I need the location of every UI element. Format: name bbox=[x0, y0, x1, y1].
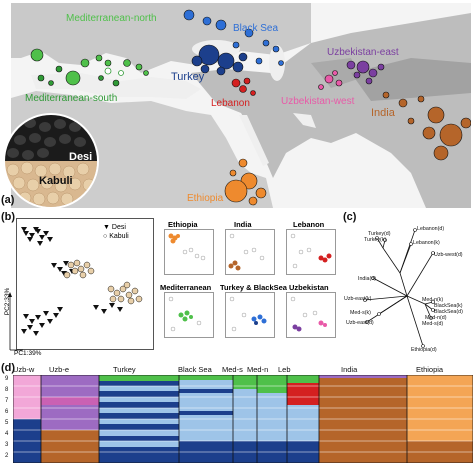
admix-group-label: Med-s bbox=[222, 365, 243, 374]
tree-label: Med-n(d) bbox=[425, 315, 447, 321]
mini-title-india: India bbox=[234, 220, 252, 229]
mini-plot-ethiopia bbox=[164, 229, 214, 275]
desi-points bbox=[21, 227, 123, 336]
panel-letter-b: (b) bbox=[1, 211, 16, 223]
admix-ytick: 8 bbox=[5, 387, 9, 393]
mini-plot-lebanon bbox=[286, 229, 336, 275]
label-med-north: Mediterranean-north bbox=[66, 13, 157, 24]
tree-label: BlackSea(k) bbox=[434, 303, 463, 309]
tree-label: India(d) bbox=[358, 276, 376, 282]
legend-kabuli: ○ Kabuli bbox=[103, 232, 129, 241]
mini-title-mediterranean: Mediterranean bbox=[160, 283, 212, 292]
admix-ytick: 4 bbox=[5, 431, 9, 437]
label-uzbek-east: Uzbekistan-east bbox=[327, 47, 399, 58]
admix-group-label: Med-n bbox=[247, 365, 269, 374]
pca-scatter bbox=[21, 227, 143, 336]
tree-label: Uzb-east(d) bbox=[346, 320, 374, 326]
uzbek-west-markers bbox=[318, 70, 343, 90]
legend-desi-label: Desi bbox=[111, 224, 126, 231]
panel-letter-d: (d) bbox=[1, 362, 16, 374]
mini-plot-turkey-blacksea bbox=[225, 292, 275, 338]
admix-group-label: Uzb-w bbox=[13, 365, 35, 374]
label-black-sea: Black Sea bbox=[233, 23, 279, 34]
mini-title-lebanon: Lebanon bbox=[293, 220, 325, 229]
admix-ytick: 9 bbox=[5, 376, 9, 382]
lebanon-markers bbox=[231, 77, 256, 96]
ethiopia-markers bbox=[224, 158, 267, 206]
admix-ytick: 6 bbox=[5, 409, 9, 415]
pca-main-plot: ▼ Desi ○ Kabuli bbox=[16, 218, 154, 350]
tree-label: Lebanon(k) bbox=[413, 240, 440, 246]
label-med-south: Mediterranean-south bbox=[25, 93, 118, 104]
sample-markers bbox=[30, 9, 471, 206]
mini-plot-uzbekistan bbox=[286, 292, 336, 338]
admix-group-label: Black Sea bbox=[178, 365, 212, 374]
label-lebanon: Lebanon bbox=[211, 98, 250, 109]
mini-title-turkey-blacksea: Turkey & BlackSea bbox=[220, 283, 287, 292]
mini-plot-india bbox=[225, 229, 275, 275]
tree-label: Ethiopia(d) bbox=[411, 347, 437, 353]
triangle-icon: ▼ bbox=[103, 224, 110, 231]
turkey-markers bbox=[191, 44, 248, 76]
panel-letter-c: (c) bbox=[343, 211, 357, 223]
india-markers bbox=[382, 91, 471, 161]
admix-ytick: 2 bbox=[5, 453, 9, 459]
label-uzbek-west: Uzbekistan-west bbox=[281, 96, 355, 107]
tree-label: BlackSea(d) bbox=[434, 309, 463, 315]
caspian-sea-water bbox=[269, 45, 285, 81]
chickpea-seed-inset: Desi Kabuli bbox=[3, 113, 99, 209]
tree-label: Uzb-east(k) bbox=[344, 296, 372, 302]
med-south-markers bbox=[37, 65, 120, 87]
admix-group-label: Ethiopia bbox=[416, 365, 444, 374]
mini-plot-mediterranean bbox=[164, 292, 214, 338]
admix-group-label: Leb bbox=[278, 365, 291, 374]
tree-label: Med-s(d) bbox=[422, 321, 444, 327]
black-sea-markers bbox=[183, 9, 284, 66]
admix-group-label: Turkey bbox=[113, 365, 136, 374]
tree-label: Med-n(k) bbox=[422, 297, 444, 303]
panel-letter-a: (a) bbox=[1, 194, 15, 206]
desi-label: Desi bbox=[69, 151, 93, 163]
med-hollow-markers bbox=[104, 67, 124, 76]
admix-ytick: 3 bbox=[5, 442, 9, 448]
uzbek-east-markers bbox=[346, 60, 385, 85]
legend-kabuli-label: Kabuli bbox=[109, 233, 129, 240]
tree-label: Uzb-west(d) bbox=[434, 252, 463, 258]
kabuli-points bbox=[63, 259, 143, 305]
red-sea-water bbox=[239, 115, 269, 166]
tree-label: Turkey(k) bbox=[364, 237, 387, 243]
mini-title-ethiopia: Ethiopia bbox=[168, 220, 198, 229]
tree-label: Med-s(k) bbox=[350, 310, 371, 316]
phylogenetic-tree bbox=[363, 228, 435, 348]
panel-a-map: Mediterranean-north Black Sea Uzbekistan… bbox=[3, 3, 471, 209]
admix-ytick: 7 bbox=[5, 398, 9, 404]
persian-gulf-water bbox=[293, 113, 316, 128]
kabuli-label: Kabuli bbox=[39, 175, 73, 187]
label-india: India bbox=[371, 107, 395, 119]
pca-xlabel: PC1:39% bbox=[14, 350, 42, 357]
admixture-plot bbox=[13, 375, 473, 463]
circle-icon: ○ bbox=[103, 233, 108, 240]
admix-ytick: 5 bbox=[5, 420, 9, 426]
legend-desi: ▼ Desi bbox=[103, 223, 129, 232]
label-ethiopia: Ethiopia bbox=[187, 193, 224, 204]
tree-label: Turkey(d) bbox=[368, 231, 391, 237]
pca-legend: ▼ Desi ○ Kabuli bbox=[103, 223, 129, 241]
tree-label: Lebanon(d) bbox=[417, 226, 445, 232]
mini-title-uzbekistan: Uzbekistan bbox=[289, 283, 329, 292]
med-north-markers bbox=[30, 48, 149, 86]
pca-axes-arrows bbox=[8, 292, 23, 351]
landmass-europe bbox=[11, 3, 311, 73]
label-turkey: Turkey bbox=[171, 71, 205, 83]
admix-group-label: Uzb-e bbox=[49, 365, 70, 374]
admix-group-label: India bbox=[341, 365, 358, 374]
